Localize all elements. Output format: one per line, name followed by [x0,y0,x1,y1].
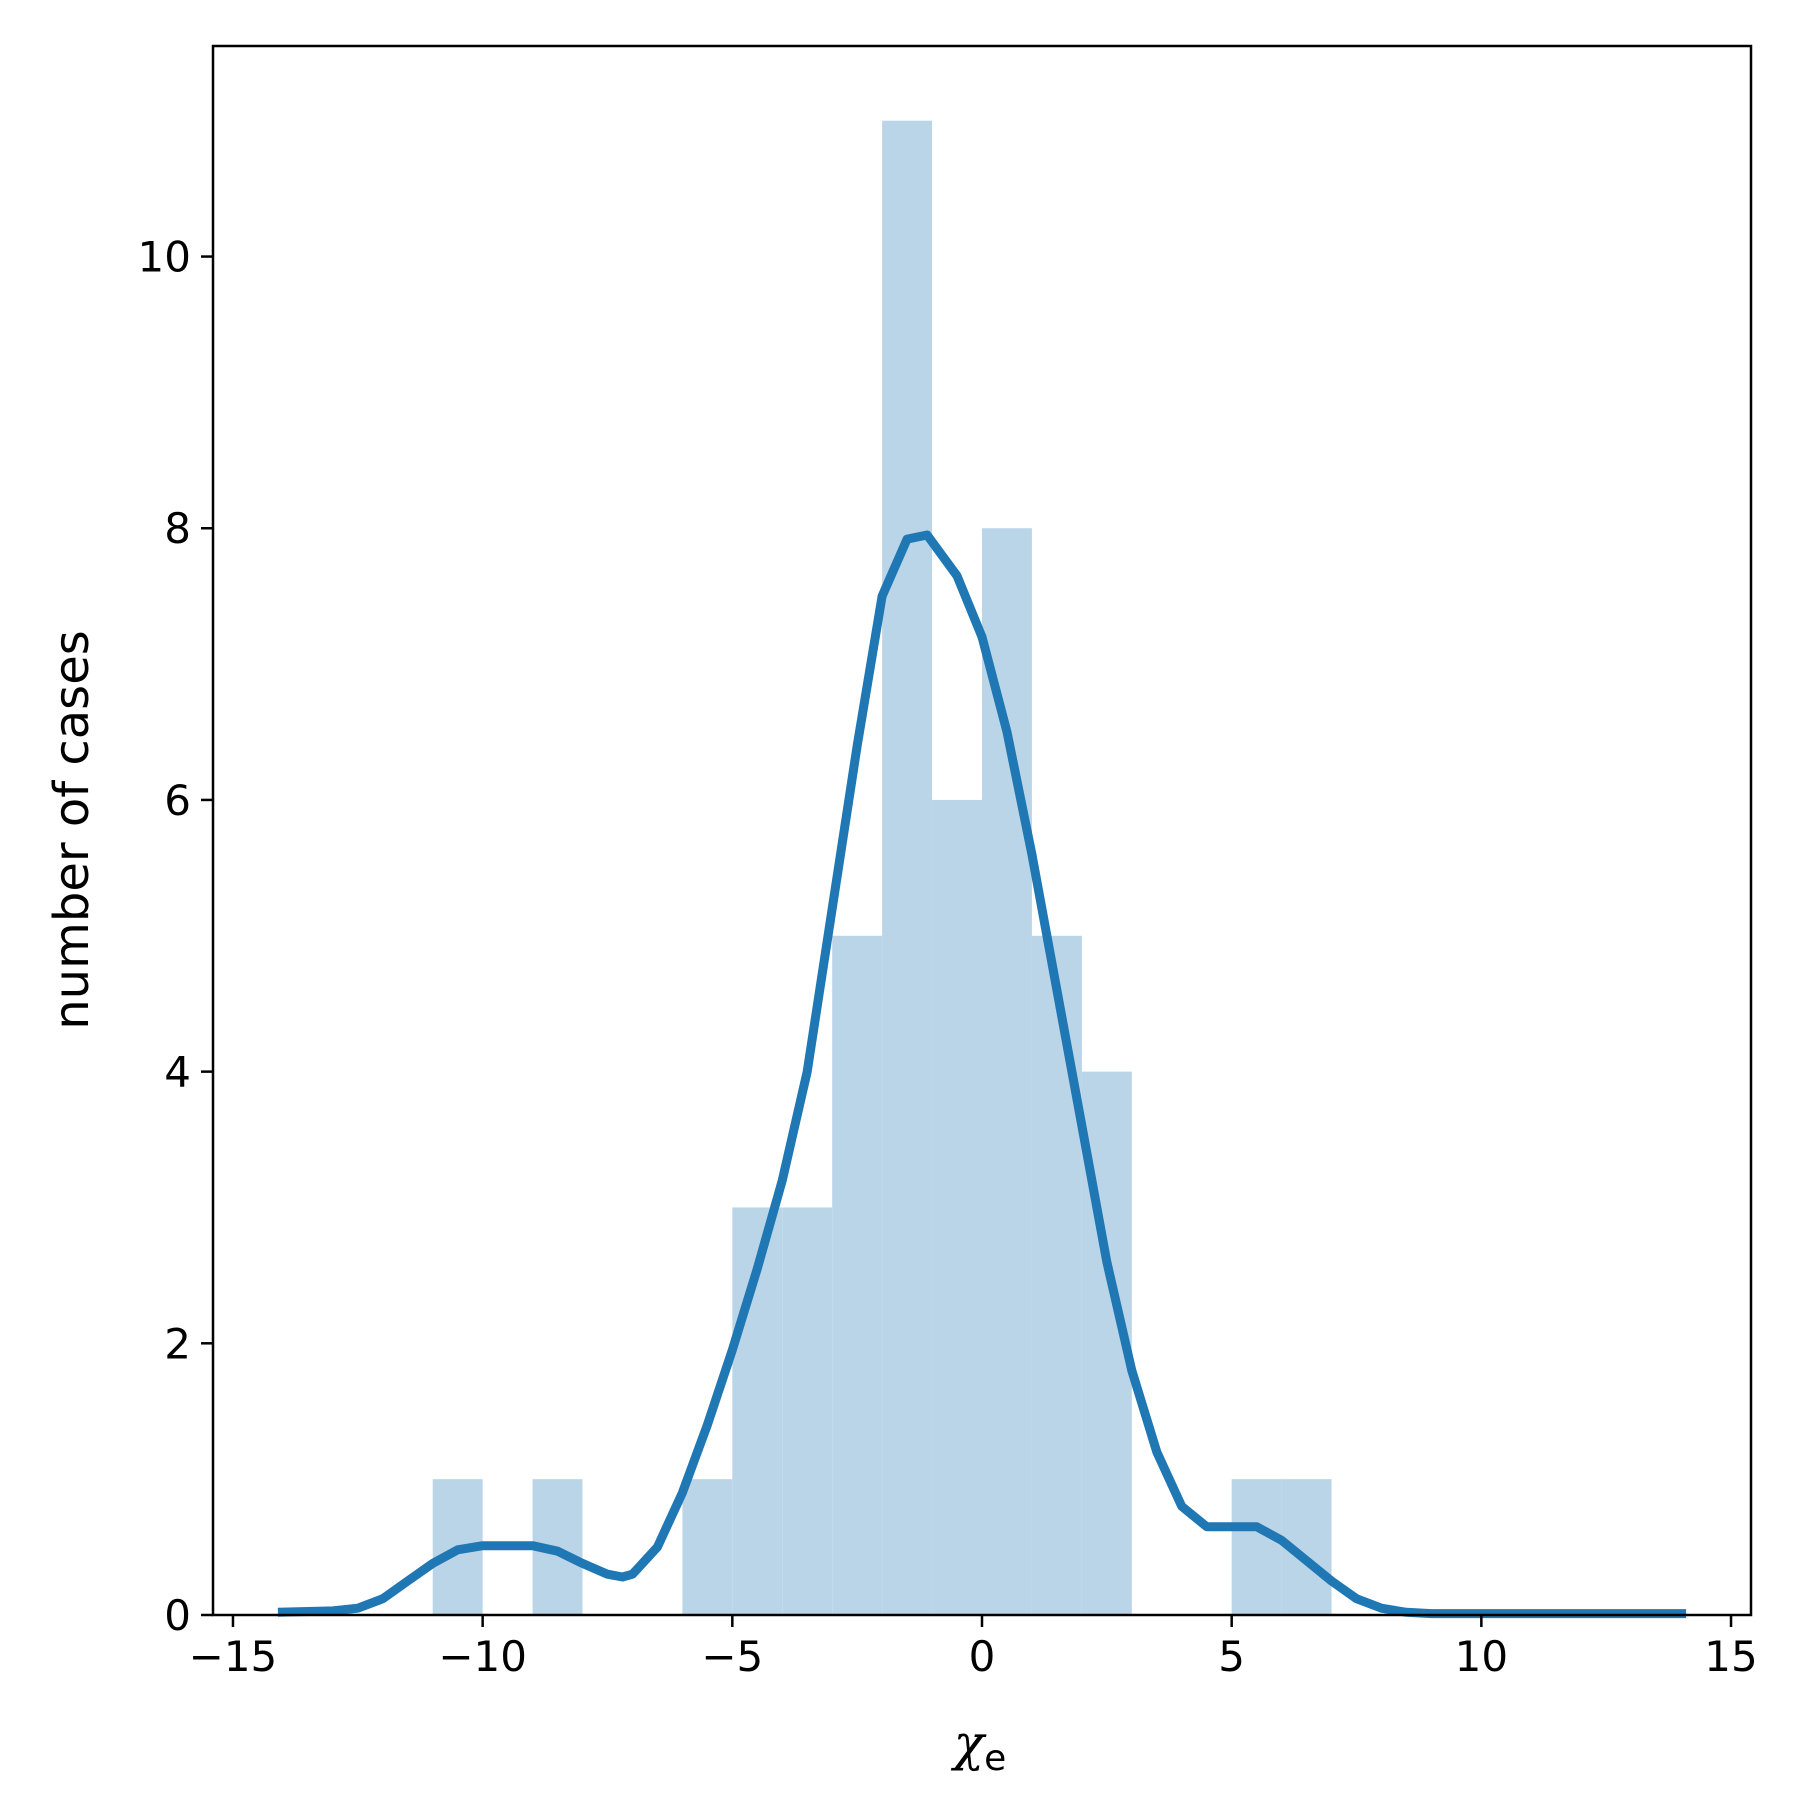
x-tick-label: 15 [1704,1632,1757,1681]
y-tick-label: 8 [164,504,191,553]
x-tick-label: 0 [969,1632,996,1681]
y-tick-label: 2 [164,1319,191,1368]
histogram-bar [782,1207,833,1615]
x-tick-label: 10 [1455,1632,1508,1681]
x-tick-label: −5 [701,1632,763,1681]
histogram-bar [682,1479,733,1615]
y-tick-label: 10 [138,233,191,282]
x-tick-label: −15 [189,1632,278,1681]
kde-curve [277,530,1687,1619]
histogram-bar [1031,935,1082,1615]
y-axis-label: number of cases [44,630,100,1029]
y-axis-ticks: 0 2 4 6 8 10 [138,233,213,1640]
histogram-bars [432,120,1332,1616]
x-tick-label: 5 [1218,1632,1245,1681]
y-tick-label: 4 [164,1048,191,1097]
x-tick-label: −10 [438,1632,527,1681]
y-tick-label: 6 [164,776,191,825]
x-axis-ticks: −15 −10 −5 0 5 10 15 [189,1615,1758,1681]
histogram-bar [832,935,883,1615]
x-axis-label-main: χ [951,1714,987,1772]
histogram-bar [982,528,1032,1615]
histogram-bar [882,120,933,1616]
histogram-bar [1231,1479,1282,1615]
y-tick-label: 0 [164,1591,191,1640]
x-axis-label: χe [951,1714,1006,1779]
histogram-bar [932,799,982,1615]
x-axis-label-subscript: e [984,1738,1006,1779]
